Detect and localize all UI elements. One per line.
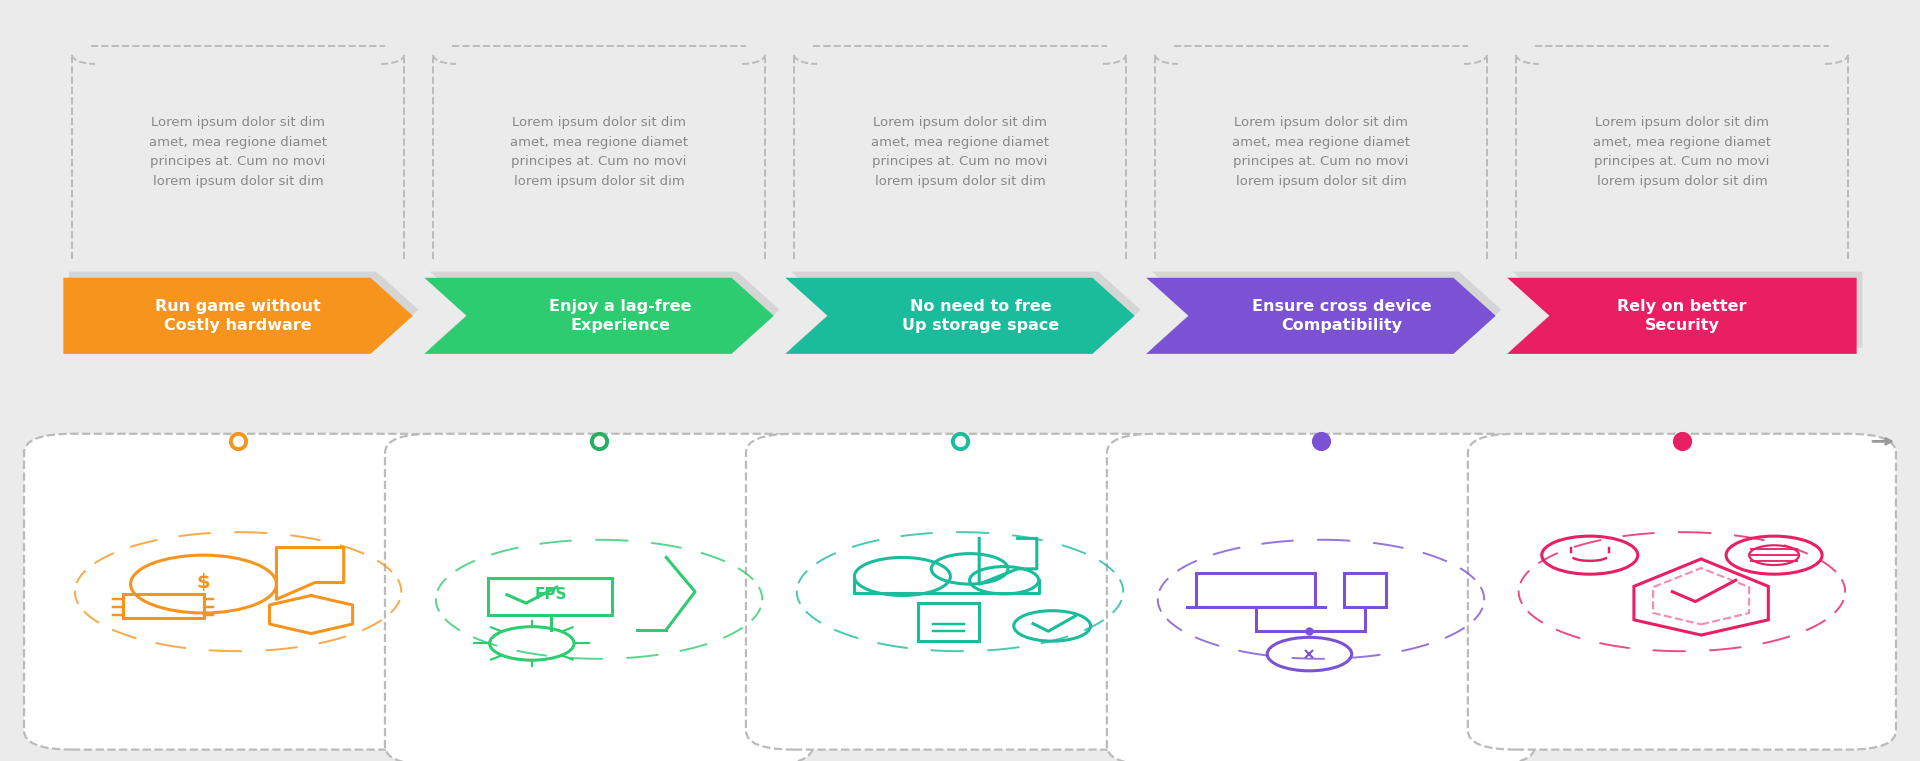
Text: Rely on better
Security: Rely on better Security [1617, 299, 1747, 333]
Text: Lorem ipsum dolor sit dim
amet, mea regione diamet
principes at. Cum no movi
lor: Lorem ipsum dolor sit dim amet, mea regi… [511, 116, 687, 188]
Text: Enjoy a lag-free
Experience: Enjoy a lag-free Experience [549, 299, 691, 333]
Bar [918, 603, 979, 641]
Text: FPS: FPS [536, 587, 566, 602]
Bar [488, 578, 612, 614]
Text: No need to free
Up storage space: No need to free Up storage space [902, 299, 1060, 333]
Polygon shape [791, 272, 1140, 348]
FancyBboxPatch shape [747, 434, 1173, 750]
Text: Lorem ipsum dolor sit dim
amet, mea regione diamet
principes at. Cum no movi
lor: Lorem ipsum dolor sit dim amet, mea regi… [1233, 116, 1409, 188]
Text: Lorem ipsum dolor sit dim
amet, mea regione diamet
principes at. Cum no movi
lor: Lorem ipsum dolor sit dim amet, mea regi… [1594, 116, 1770, 188]
Polygon shape [424, 278, 774, 354]
Text: Lorem ipsum dolor sit dim
amet, mea regione diamet
principes at. Cum no movi
lor: Lorem ipsum dolor sit dim amet, mea regi… [872, 116, 1048, 188]
FancyBboxPatch shape [1108, 434, 1534, 761]
Polygon shape [430, 272, 780, 348]
Polygon shape [1513, 272, 1862, 348]
Text: Run game without
Costly hardware: Run game without Costly hardware [156, 299, 321, 333]
Text: Ensure cross device
Compatibility: Ensure cross device Compatibility [1252, 299, 1432, 333]
Polygon shape [1146, 278, 1496, 354]
Bar [123, 594, 204, 618]
Text: $: $ [196, 573, 211, 592]
Polygon shape [1152, 272, 1501, 348]
Polygon shape [1507, 278, 1857, 354]
Text: Lorem ipsum dolor sit dim
amet, mea regione diamet
principes at. Cum no movi
lor: Lorem ipsum dolor sit dim amet, mea regi… [150, 116, 326, 188]
Polygon shape [785, 278, 1135, 354]
Bar [1344, 574, 1386, 607]
FancyBboxPatch shape [25, 434, 451, 750]
Polygon shape [69, 272, 419, 348]
FancyBboxPatch shape [386, 434, 812, 761]
FancyBboxPatch shape [1469, 434, 1895, 750]
Bar [1196, 574, 1315, 607]
Polygon shape [63, 278, 413, 354]
